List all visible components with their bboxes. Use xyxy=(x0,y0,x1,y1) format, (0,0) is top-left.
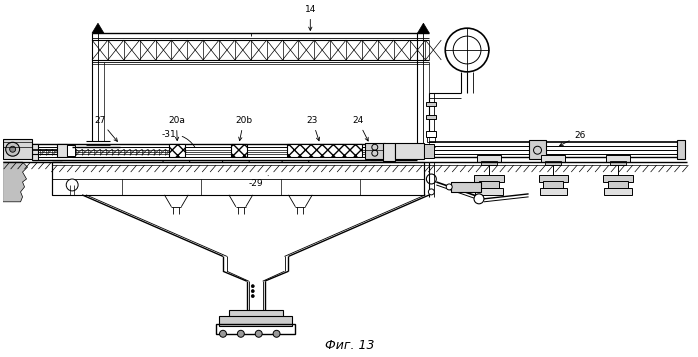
Bar xyxy=(474,175,504,182)
Polygon shape xyxy=(3,162,27,202)
Bar xyxy=(539,175,568,182)
Bar xyxy=(382,147,389,157)
Text: 27: 27 xyxy=(94,116,117,141)
Polygon shape xyxy=(417,23,429,33)
Circle shape xyxy=(429,189,434,195)
Bar xyxy=(426,102,436,106)
Bar xyxy=(370,144,376,160)
Bar xyxy=(52,162,424,195)
Text: 23: 23 xyxy=(306,116,320,141)
Text: 20b: 20b xyxy=(235,116,253,141)
Text: 26: 26 xyxy=(560,131,586,146)
Bar xyxy=(426,116,436,120)
Bar xyxy=(481,161,497,165)
Bar xyxy=(231,144,247,157)
Text: 14: 14 xyxy=(304,5,316,30)
Bar xyxy=(57,144,67,157)
Circle shape xyxy=(66,179,78,191)
Bar xyxy=(544,181,563,189)
Bar xyxy=(542,155,565,162)
Bar xyxy=(610,161,626,165)
Bar xyxy=(540,188,567,195)
Bar xyxy=(365,143,385,159)
Text: Фиг. 13: Фиг. 13 xyxy=(325,339,375,352)
Polygon shape xyxy=(92,23,104,33)
Circle shape xyxy=(474,194,484,204)
Bar xyxy=(3,139,33,159)
Bar xyxy=(67,145,75,156)
Bar xyxy=(479,181,499,189)
Text: -29: -29 xyxy=(248,176,268,188)
Bar xyxy=(394,143,424,159)
Circle shape xyxy=(10,146,15,152)
Bar xyxy=(383,143,394,161)
Bar xyxy=(528,140,547,159)
Circle shape xyxy=(251,295,254,298)
Circle shape xyxy=(251,290,254,293)
Bar xyxy=(229,310,283,318)
Bar xyxy=(603,175,633,182)
Circle shape xyxy=(6,142,20,156)
Bar xyxy=(451,182,481,192)
Text: 20a: 20a xyxy=(168,116,185,141)
Bar xyxy=(219,316,292,326)
Text: -31: -31 xyxy=(162,130,195,147)
Bar xyxy=(370,144,382,160)
Bar xyxy=(170,144,185,157)
Bar xyxy=(545,161,561,165)
Circle shape xyxy=(273,330,280,337)
Bar xyxy=(475,188,503,195)
Bar xyxy=(424,144,434,158)
Bar xyxy=(477,155,500,162)
Bar xyxy=(288,144,362,157)
Bar xyxy=(33,144,38,160)
Circle shape xyxy=(426,174,436,184)
Bar xyxy=(678,140,685,159)
Circle shape xyxy=(237,330,244,337)
Bar xyxy=(426,131,436,137)
Bar xyxy=(604,188,632,195)
Bar xyxy=(216,324,295,334)
Bar xyxy=(606,155,630,162)
Bar xyxy=(427,137,436,142)
Circle shape xyxy=(219,330,226,337)
Text: 24: 24 xyxy=(352,116,368,141)
Bar xyxy=(608,181,628,189)
Circle shape xyxy=(255,330,262,337)
Circle shape xyxy=(251,285,254,288)
Circle shape xyxy=(446,184,452,190)
